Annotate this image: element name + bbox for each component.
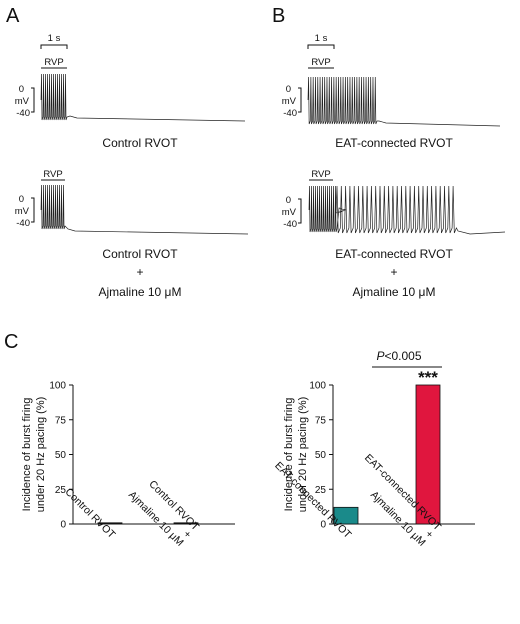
mv-minus40-label: -40 [16,218,30,229]
y-tick-label: 75 [55,415,67,426]
scale-bar [307,44,335,49]
y-axis-label: under 20 Hz pacing (%) [297,397,309,513]
panel-label-b: B [272,5,285,27]
membrane-trace [307,76,501,127]
mv-scale-bracket [31,87,35,113]
membrane-trace [40,73,246,122]
rvp-label: RVP [311,169,330,180]
trace-b-top: 1 s RVP 0 mV -40 EAT-connected RVOT [282,33,501,150]
trace-caption: Control RVOT [102,247,178,261]
rvp-label: RVP [43,169,62,180]
y-axis-label: Incidence of burst firing [21,398,33,512]
trace-caption: EAT-connected RVOT [335,247,453,261]
y-tick-label: 100 [49,381,66,392]
mv-scale-bracket [298,198,302,224]
p-value-label: P<0.005 [376,349,421,363]
trace-caption-plus: + [390,265,397,279]
bar [173,522,199,525]
significance-stars: *** [418,368,438,387]
panel-label-a: A [6,5,20,27]
mv-unit-label: mV [282,96,297,107]
y-tick-label: 50 [55,450,67,461]
trace-caption-drug: Ajmaline 10 μM [353,285,436,299]
trace-caption-drug: Ajmaline 10 μM [99,285,182,299]
trace-a-top: 1 s RVP 0 mV -40 Control RVOT [15,33,246,150]
mv-scale-bracket [31,197,35,223]
y-tick-label: 25 [55,485,67,496]
rvp-label: RVP [311,57,330,68]
mv-zero-label: 0 [19,194,24,205]
mv-unit-label: mV [282,207,297,218]
scale-bar [40,44,68,49]
y-tick-label: 0 [60,520,66,531]
y-axis-label: Incidence of burst firing [283,398,295,512]
trace-caption-plus: + [136,265,143,279]
y-tick-label: 75 [315,415,327,426]
bar [97,522,123,525]
mv-scale-bracket [298,87,302,113]
scale-bar-label: 1 s [315,33,328,44]
scale-bar-label: 1 s [48,33,61,44]
membrane-trace [308,185,506,235]
panel-label-c: C [4,331,18,353]
mv-minus40-label: -40 [16,108,30,119]
mv-zero-label: 0 [286,84,291,95]
rvp-label: RVP [44,57,63,68]
y-axis-label: under 20 Hz pacing (%) [35,397,47,513]
mv-zero-label: 0 [286,195,291,206]
bar-chart-control: Incidence of burst firing under 20 Hz pac… [21,381,235,549]
y-tick-label: 0 [320,520,326,531]
mv-unit-label: mV [15,206,30,217]
trace-b-bottom: RVP 0 mV -40 EAT-connected RVOT + Ajmali… [282,169,506,299]
bar [333,506,359,525]
x-tick-label: Control RVOT [63,486,118,541]
y-tick-label: 50 [315,450,327,461]
mv-minus40-label: -40 [283,108,297,119]
mv-minus40-label: -40 [283,219,297,230]
x-tick-label: Control RVOT+Ajmaline 10 μM [126,473,202,549]
trace-caption: Control RVOT [102,136,178,150]
trace-caption: EAT-connected RVOT [335,136,453,150]
bar [415,384,441,525]
membrane-trace [40,184,249,235]
trace-a-bottom: RVP 0 mV -40 Control RVOT + Ajmaline 10 … [15,169,249,299]
y-tick-label: 100 [309,381,326,392]
y-tick-label: 25 [315,485,327,496]
mv-zero-label: 0 [19,84,24,95]
bar-chart-eat-connected: Incidence of burst firing under 20 Hz pac… [272,349,475,549]
mv-unit-label: mV [15,96,30,107]
